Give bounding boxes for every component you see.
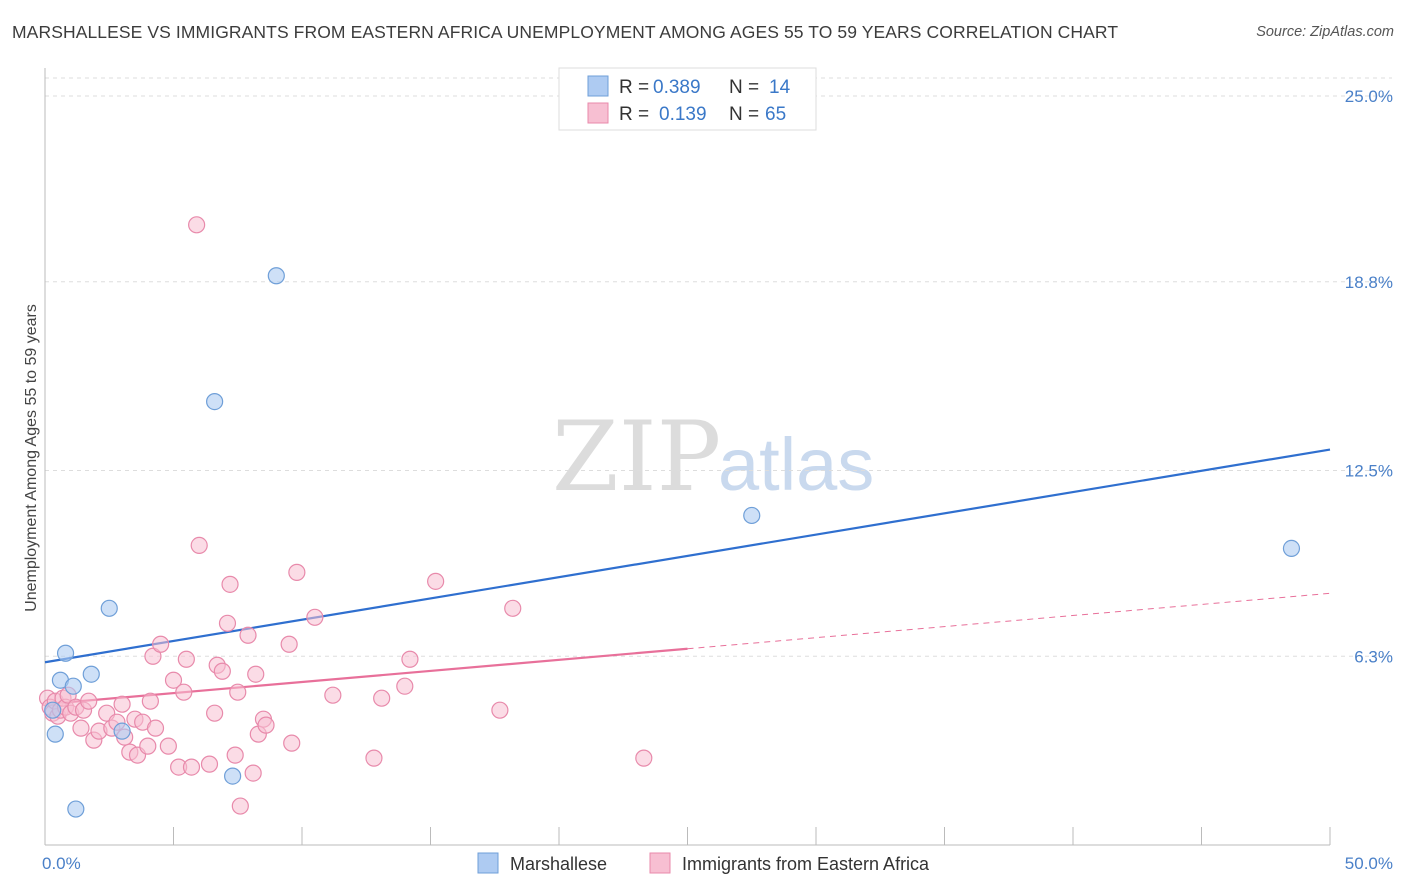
legend-r-label-1: R =: [619, 77, 649, 98]
eafrica-point: [213, 662, 231, 680]
eafrica-point: [221, 575, 239, 593]
bottom-legend-label-eafrica[interactable]: Immigrants from Eastern Africa: [682, 854, 930, 874]
eafrica-point: [427, 572, 445, 590]
marshallese-point: [82, 665, 100, 683]
marshallese-point: [113, 722, 131, 740]
chart-title: MARSHALLESE VS IMMIGRANTS FROM EASTERN A…: [12, 22, 1119, 42]
bottom-legend: Marshallese Immigrants from Eastern Afri…: [477, 852, 930, 874]
eastern-africa-points: [38, 216, 653, 815]
watermark-atlas: atlas: [718, 423, 874, 506]
eafrica-point: [288, 563, 306, 581]
eafrica-point: [206, 704, 224, 722]
eafrica-point: [182, 758, 201, 776]
eafrica-point: [218, 614, 237, 632]
eafrica-point: [231, 797, 249, 815]
legend-r-value-marshallese: 0.389: [653, 77, 701, 98]
eafrica-point: [200, 755, 219, 773]
eafrica-point: [139, 737, 157, 755]
y-tick-label: 6.3%: [1354, 647, 1393, 666]
y-tick-label: 12.5%: [1345, 462, 1393, 481]
eafrica-point: [80, 692, 98, 710]
legend-swatch-eafrica: [587, 102, 609, 124]
legend-n-value-marshallese: 14: [769, 77, 791, 98]
eafrica-point: [373, 689, 391, 707]
eafrica-point: [188, 216, 206, 234]
source-credit: Source: ZipAtlas.com: [1256, 24, 1394, 40]
eafrica-point: [401, 650, 419, 668]
marshallese-point: [206, 392, 224, 411]
eafrica-point: [177, 650, 195, 668]
marshallese-points: [44, 267, 1301, 818]
gridlines: [45, 77, 1392, 657]
y-tick-label: 18.8%: [1345, 273, 1393, 292]
eafrica-point: [159, 737, 177, 755]
bottom-legend-label-marshallese[interactable]: Marshallese: [510, 854, 607, 874]
bottom-legend-swatch-marshallese[interactable]: [477, 852, 499, 874]
marshallese-point: [743, 506, 761, 525]
legend-r-value-eafrica: 0.139: [659, 104, 707, 125]
eafrica-point: [146, 719, 165, 737]
legend-r-label-2: R =: [619, 104, 649, 125]
eafrica-point: [635, 749, 653, 767]
legend-swatch-marshallese: [587, 75, 609, 97]
x-tick-labels: 0.0% 50.0%: [42, 854, 1393, 873]
eafrica-point: [280, 635, 298, 653]
marshallese-point: [56, 644, 75, 662]
marshallese-point: [64, 677, 82, 695]
eafrica-point: [190, 536, 208, 555]
watermark: ZIP atlas: [552, 401, 874, 513]
y-tick-label: 25.0%: [1345, 87, 1393, 106]
legend-box: R = 0.389 N = 14 R = 0.139 N = 65: [558, 67, 817, 131]
marshallese-point: [44, 701, 62, 719]
eafrica-point: [504, 599, 522, 617]
bottom-legend-swatch-eafrica[interactable]: [649, 852, 671, 874]
marshallese-point: [224, 767, 242, 785]
eafrica-point: [247, 665, 265, 683]
y-tick-labels: 6.3% 12.5% 18.8% 25.0%: [1345, 87, 1393, 666]
trend-line-eafrica-solid: [44, 647, 688, 706]
trend-line-eafrica-dashed: [687, 592, 1331, 650]
legend-n-label-1: N =: [729, 77, 759, 98]
eafrica-point: [257, 716, 275, 734]
eafrica-point: [72, 719, 90, 737]
legend-n-label-2: N =: [729, 104, 759, 125]
eafrica-point: [113, 695, 131, 713]
x-tick-label-start: 0.0%: [42, 854, 81, 873]
marshallese-point: [67, 800, 85, 818]
eafrica-point: [226, 746, 244, 764]
y-axis-label: Unemployment Among Ages 55 to 59 years: [23, 304, 40, 612]
eafrica-point: [306, 608, 324, 626]
marshallese-point: [267, 267, 285, 285]
eafrica-point: [144, 647, 162, 665]
eafrica-point: [244, 764, 262, 782]
eafrica-point: [396, 677, 414, 695]
eafrica-point: [175, 683, 193, 701]
eafrica-point: [365, 749, 383, 767]
eafrica-point: [229, 683, 247, 701]
marshallese-point: [100, 599, 118, 617]
trend-line-marshallese: [44, 448, 1331, 664]
legend-n-value-eafrica: 65: [765, 104, 786, 125]
eafrica-point: [152, 635, 170, 653]
eafrica-point: [324, 686, 342, 704]
eafrica-point: [283, 734, 301, 752]
x-tick-label-end: 50.0%: [1345, 854, 1393, 873]
marshallese-point: [1282, 539, 1301, 557]
eafrica-point: [141, 692, 159, 710]
eafrica-point: [164, 671, 183, 689]
eafrica-point: [239, 626, 257, 644]
marshallese-point: [46, 725, 64, 743]
eafrica-point: [491, 701, 509, 719]
watermark-zip: ZIP: [552, 401, 721, 513]
